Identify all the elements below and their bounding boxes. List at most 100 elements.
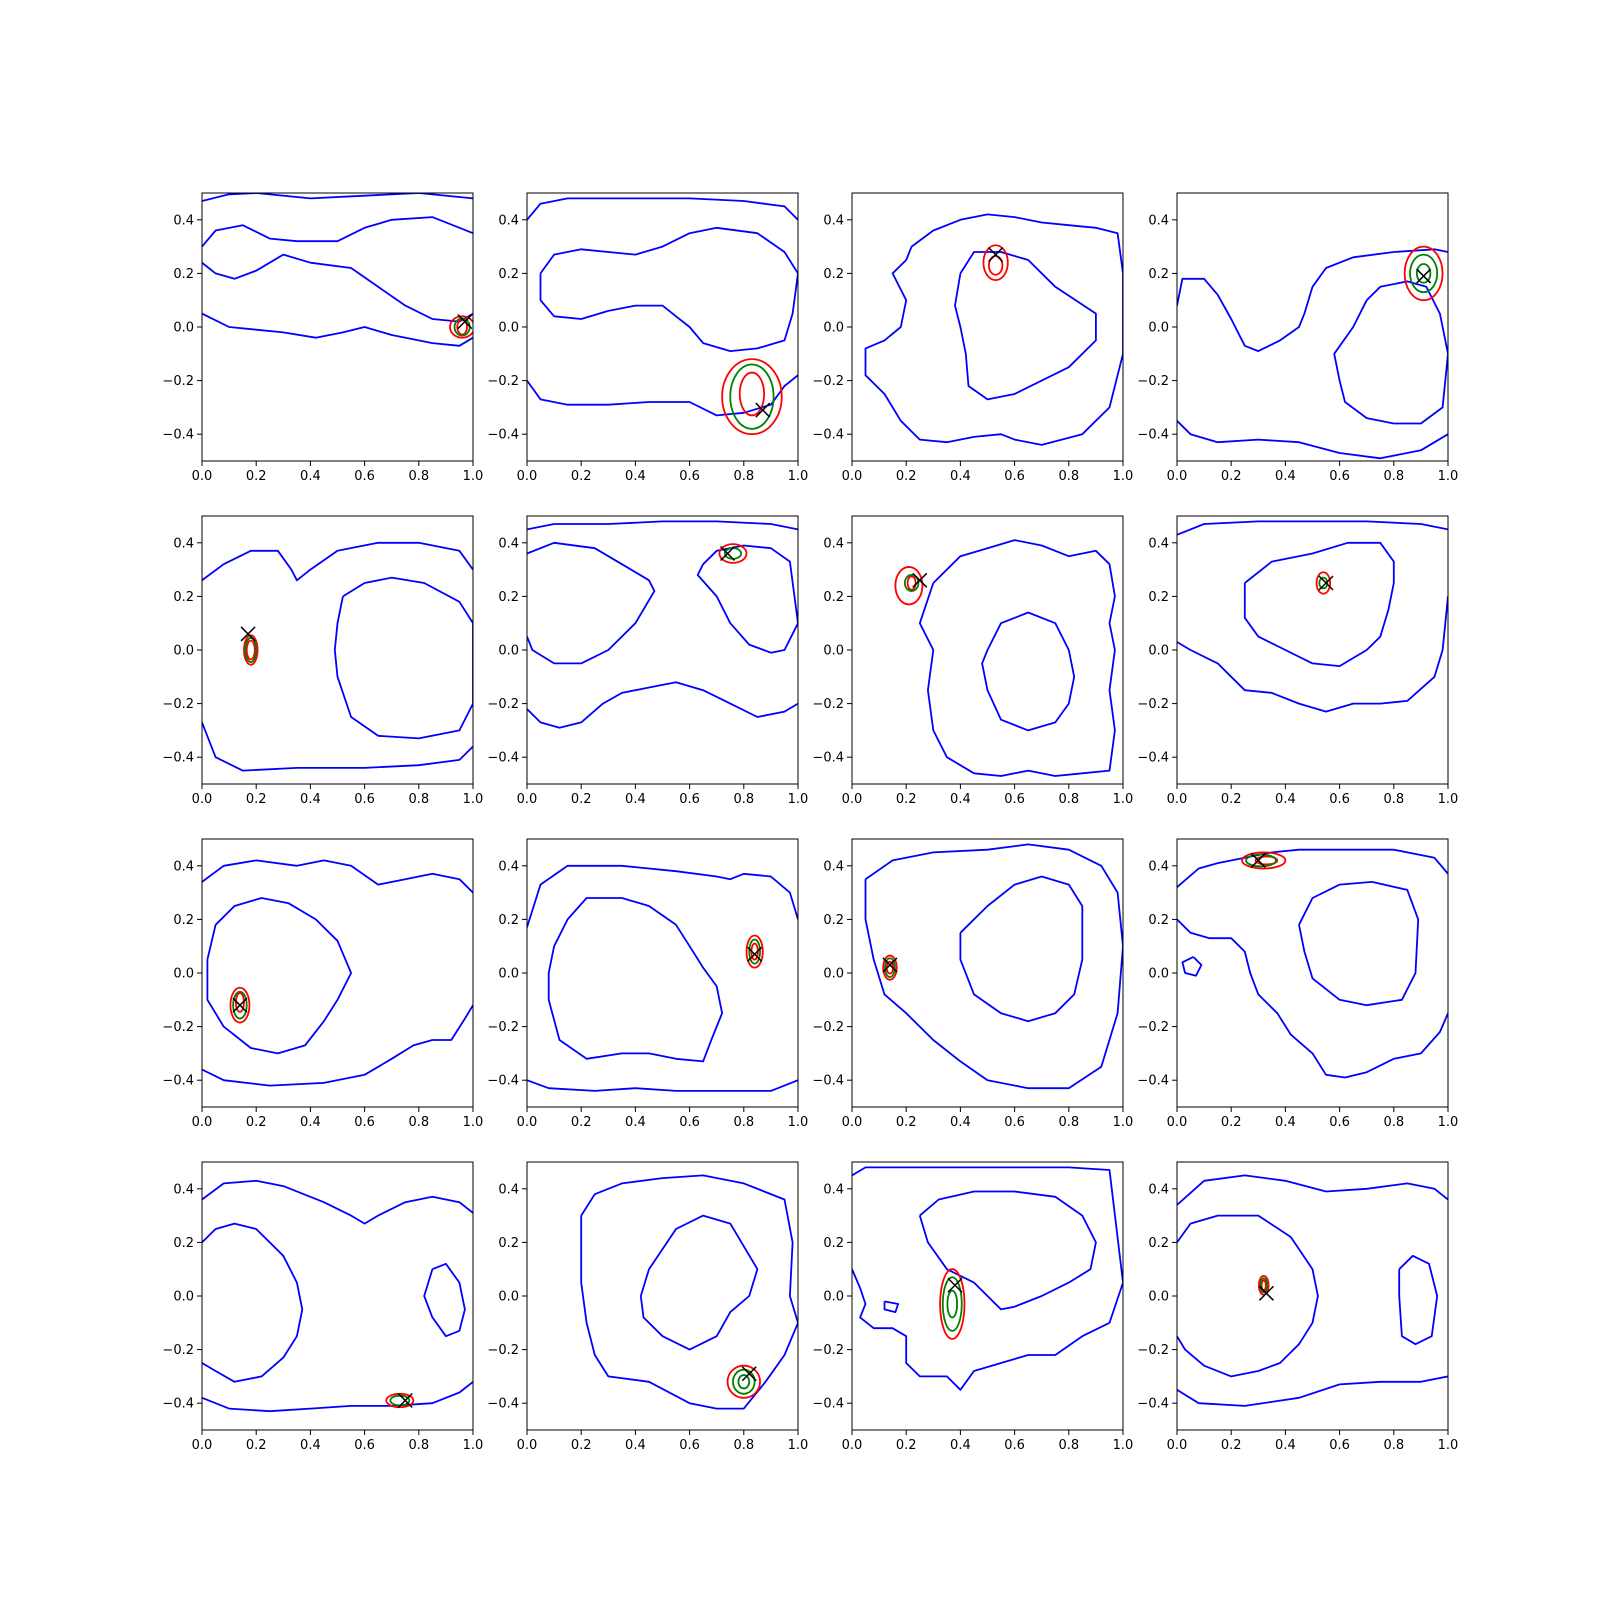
panel-9: 0.0 0.2 0.4 0.6 0.8 1.0 −0.4 −0.2 0.0 0.2 0.4 (162, 838, 483, 1130)
green-contour-line (946, 1289, 959, 1319)
y-tick-label: −0.4 (1137, 1397, 1169, 1412)
x-tick-label: 1.0 (788, 469, 809, 484)
y-tick-label: 0.2 (498, 267, 519, 282)
y-tick-label: −0.2 (487, 1020, 519, 1035)
y-tick-label: 0.4 (1148, 213, 1169, 228)
blue-contour-line (527, 864, 798, 928)
panel-3: 0.0 0.2 0.4 0.6 0.8 1.0 −0.4 −0.2 0.0 0.2 0.4 (812, 192, 1133, 484)
x-tick-label: 0.6 (679, 469, 700, 484)
x-marker (240, 626, 256, 642)
x-marker (912, 572, 928, 588)
green-contour-line (732, 1368, 756, 1395)
x-tick-label: 0.4 (625, 1438, 646, 1453)
x-tick-label: 0.4 (625, 469, 646, 484)
plot-area (864, 213, 1123, 446)
x-tick-label: 0.8 (1383, 1438, 1404, 1453)
x-tick-label: 0.2 (896, 469, 917, 484)
y-tick-label: 0.2 (173, 590, 194, 605)
panel-14: 0.0 0.2 0.4 0.6 0.8 1.0 −0.4 −0.2 0.0 0.2 0.4 (487, 1161, 808, 1453)
x-tick-label: 0.8 (733, 1438, 754, 1453)
x-tick-label: 1.0 (463, 1438, 484, 1453)
y-tick-label: −0.2 (1137, 697, 1169, 712)
x-tick-label: 0.4 (950, 1115, 971, 1130)
red-contour-line (1254, 855, 1279, 866)
blue-contour-line (202, 1381, 473, 1413)
x-tick-label: 1.0 (788, 792, 809, 807)
y-tick-label: −0.4 (812, 1397, 844, 1412)
green-contour-line (737, 1374, 751, 1390)
x-marker (232, 997, 248, 1013)
x-tick-label: 0.4 (1275, 792, 1296, 807)
x-tick-label: 0.0 (517, 792, 538, 807)
green-contour-line (1245, 853, 1277, 868)
blue-contour-line (864, 213, 1123, 446)
blue-contour-line (1333, 280, 1448, 425)
blue-contour-line (918, 1190, 1097, 1311)
y-tick-label: 0.4 (823, 859, 844, 874)
y-tick-label: −0.4 (812, 751, 844, 766)
panel-5: 0.0 0.2 0.4 0.6 0.8 1.0 −0.4 −0.2 0.0 0.2 0.4 (162, 515, 483, 807)
red-contour-line (987, 255, 1004, 276)
x-tick-label: 1.0 (1438, 469, 1459, 484)
x-tick-label: 0.6 (1004, 1115, 1025, 1130)
blue-contour-line (981, 611, 1076, 732)
y-tick-label: −0.2 (162, 1343, 194, 1358)
red-contour-line (1241, 851, 1287, 870)
blue-contour-line (639, 1214, 759, 1351)
y-tick-label: 0.0 (1148, 321, 1169, 336)
y-tick-label: 0.2 (823, 590, 844, 605)
x-tick-label: 0.0 (192, 792, 213, 807)
y-tick-label: 0.2 (1148, 913, 1169, 928)
y-tick-label: −0.4 (487, 428, 519, 443)
x-marker (1318, 575, 1334, 591)
blue-contour-line (883, 1300, 899, 1313)
x-tick-label: 0.6 (1004, 1438, 1025, 1453)
y-tick-label: 0.0 (823, 1290, 844, 1305)
y-tick-label: 0.4 (498, 213, 519, 228)
y-tick-label: 0.2 (1148, 590, 1169, 605)
y-tick-label: −0.4 (162, 1074, 194, 1089)
x-tick-label: 0.8 (408, 1438, 429, 1453)
blue-contour-line (539, 226, 798, 352)
x-tick-label: 0.4 (625, 1115, 646, 1130)
panel-4: 0.0 0.2 0.4 0.6 0.8 1.0 −0.4 −0.2 0.0 0.2 0.4 (1137, 192, 1459, 484)
x-tick-label: 0.2 (1221, 1438, 1242, 1453)
red-contour-line (982, 244, 1009, 281)
x-tick-label: 0.6 (679, 1115, 700, 1130)
blue-contour-line (1177, 848, 1448, 888)
x-tick-label: 0.0 (842, 792, 863, 807)
plot-area (852, 1166, 1123, 1391)
green-contour-line (244, 637, 258, 663)
blue-contour-line (1177, 1174, 1448, 1206)
y-tick-label: 0.4 (1148, 536, 1169, 551)
y-tick-label: 0.2 (173, 913, 194, 928)
red-contour-line (385, 1392, 415, 1409)
x-tick-label: 0.8 (1058, 469, 1079, 484)
y-tick-label: −0.2 (162, 374, 194, 389)
y-tick-label: −0.2 (487, 697, 519, 712)
green-contour-line (1259, 1277, 1268, 1294)
x-tick-label: 0.8 (1383, 1115, 1404, 1130)
green-contour-line (232, 990, 248, 1020)
blue-contour-line (1177, 520, 1448, 536)
x-marker (947, 1277, 963, 1293)
red-contour-line (939, 1268, 966, 1340)
red-contour-line (726, 1364, 761, 1399)
y-tick-label: 0.4 (173, 536, 194, 551)
x-tick-label: 0.2 (1221, 792, 1242, 807)
x-marker (755, 402, 771, 418)
blue-contour-line (527, 681, 798, 729)
red-contour-line (229, 986, 251, 1024)
x-tick-label: 0.0 (1167, 1438, 1188, 1453)
plot-area (202, 859, 473, 1087)
plot-area (202, 193, 473, 347)
y-tick-label: 0.0 (173, 1290, 194, 1305)
y-tick-label: 0.4 (1148, 859, 1169, 874)
y-tick-label: 0.0 (498, 1290, 519, 1305)
x-tick-label: 0.8 (733, 469, 754, 484)
plot-area (1177, 245, 1448, 460)
blue-contour-line (1177, 248, 1448, 352)
x-tick-label: 0.8 (1383, 792, 1404, 807)
x-tick-label: 0.6 (1329, 1438, 1350, 1453)
x-tick-label: 0.4 (950, 1438, 971, 1453)
